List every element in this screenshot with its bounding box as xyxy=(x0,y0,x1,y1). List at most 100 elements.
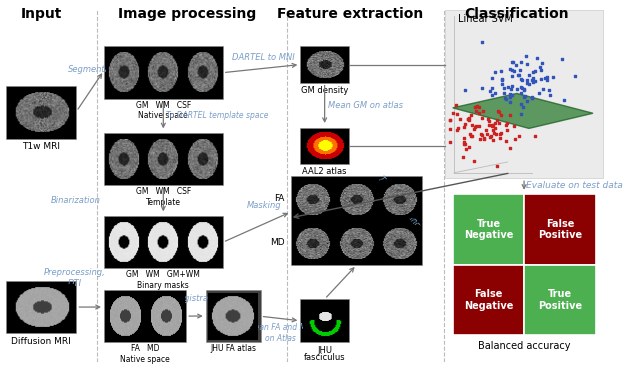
Point xyxy=(511,86,522,92)
Point xyxy=(497,76,507,82)
Bar xyxy=(452,195,524,265)
Point xyxy=(509,69,520,75)
Point xyxy=(542,77,552,83)
Point xyxy=(469,126,479,132)
Text: GM   WM   GM+WM: GM WM GM+WM xyxy=(126,270,200,279)
Point xyxy=(517,77,527,83)
Point xyxy=(526,94,536,99)
Point xyxy=(518,87,529,93)
Point xyxy=(452,111,462,117)
Point xyxy=(508,59,518,65)
Bar xyxy=(205,290,260,342)
Text: Mean FA and MD
on Atlas: Mean FA and MD on Atlas xyxy=(248,323,312,343)
Point xyxy=(459,124,469,130)
Point xyxy=(489,130,499,136)
Bar xyxy=(6,86,76,138)
Text: Classification: Classification xyxy=(465,7,569,21)
Point xyxy=(522,80,532,86)
Point xyxy=(455,116,465,122)
Point xyxy=(534,90,544,96)
Point xyxy=(522,77,532,83)
Point xyxy=(461,146,472,152)
Point xyxy=(570,73,580,79)
Text: Train on training
data: Train on training data xyxy=(368,175,422,236)
Bar xyxy=(291,177,422,265)
Text: Input: Input xyxy=(20,7,61,21)
Point xyxy=(467,121,477,127)
Point xyxy=(445,117,455,123)
Point xyxy=(545,92,555,98)
Point xyxy=(502,120,512,126)
Point xyxy=(499,95,509,101)
Point xyxy=(527,77,538,83)
Point xyxy=(522,61,532,66)
Point xyxy=(542,75,552,80)
Point xyxy=(481,127,491,133)
Text: False
Positive: False Positive xyxy=(538,219,582,240)
Point xyxy=(459,139,469,145)
Bar xyxy=(104,133,223,185)
Point xyxy=(476,131,486,137)
Point xyxy=(486,134,497,139)
Point xyxy=(458,135,468,141)
Point xyxy=(504,91,515,97)
Point xyxy=(460,141,470,147)
Point xyxy=(488,127,499,133)
Point xyxy=(502,127,512,132)
Point xyxy=(529,133,540,139)
Point xyxy=(470,104,480,110)
Point xyxy=(492,117,502,123)
Point xyxy=(507,73,517,79)
Text: JHU FA atlas: JHU FA atlas xyxy=(210,344,256,353)
Point xyxy=(474,104,484,110)
Text: AAL2 atlas: AAL2 atlas xyxy=(302,167,347,177)
Point xyxy=(472,103,482,109)
Text: GM   WM   CSF: GM WM CSF xyxy=(136,101,191,110)
Text: Mean GM on atlas: Mean GM on atlas xyxy=(328,101,403,110)
Point xyxy=(471,123,481,128)
Point xyxy=(495,131,505,137)
Point xyxy=(463,116,473,122)
Point xyxy=(479,135,489,141)
Point xyxy=(471,108,481,114)
Point xyxy=(530,69,540,75)
Point xyxy=(499,85,509,91)
Point xyxy=(527,75,538,81)
Point xyxy=(507,67,517,73)
Point xyxy=(483,116,493,122)
Bar xyxy=(524,195,596,265)
Point xyxy=(556,57,566,62)
Text: Template: Template xyxy=(146,198,181,207)
Point xyxy=(479,136,489,142)
Point xyxy=(487,123,497,129)
Text: Feature extraction: Feature extraction xyxy=(277,7,424,21)
Point xyxy=(482,131,492,137)
Point xyxy=(465,131,476,137)
Point xyxy=(487,122,497,128)
Bar xyxy=(104,290,186,342)
Point xyxy=(467,132,477,138)
Text: Linear SVM: Linear SVM xyxy=(458,14,513,24)
Point xyxy=(486,75,497,80)
Point xyxy=(463,117,474,123)
Point xyxy=(521,54,531,59)
Point xyxy=(505,145,515,150)
Point xyxy=(488,137,498,143)
Text: Balanced accuracy: Balanced accuracy xyxy=(478,341,571,350)
Point xyxy=(469,158,479,164)
Text: Native space: Native space xyxy=(120,355,170,364)
Bar xyxy=(6,281,76,333)
Text: FA   MD: FA MD xyxy=(131,344,159,353)
Text: Image processing: Image processing xyxy=(118,7,257,21)
Point xyxy=(518,104,528,110)
Point xyxy=(477,108,488,114)
Point xyxy=(527,79,538,85)
Point xyxy=(506,86,516,92)
Point xyxy=(508,59,518,65)
Point xyxy=(488,122,498,128)
Point xyxy=(505,99,515,105)
Point xyxy=(510,137,520,142)
Point xyxy=(474,110,484,116)
Point xyxy=(515,90,525,96)
Point xyxy=(495,135,506,141)
